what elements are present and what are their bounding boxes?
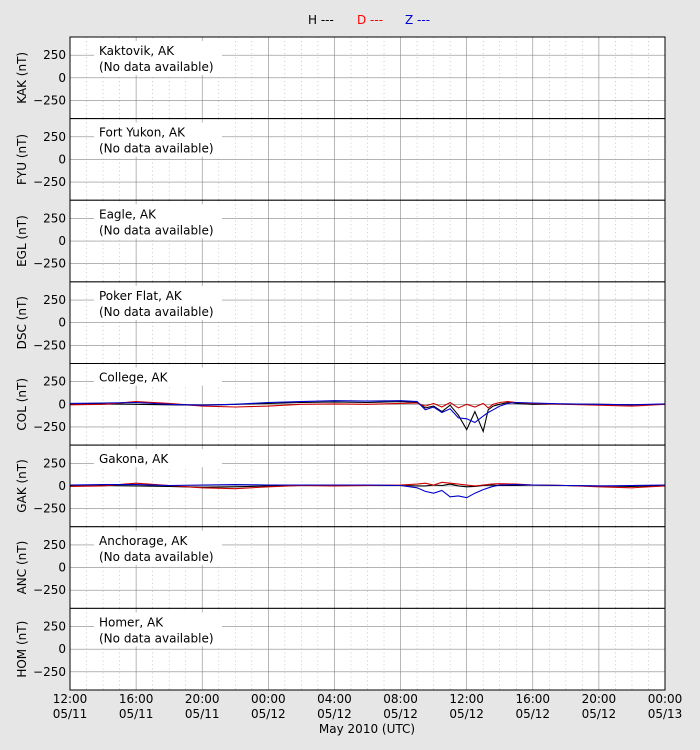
station-panels: 250 0 −250 KAK (nT) Kaktovik, AK (No data ava… (15, 36, 666, 691)
y-tick-label: −250 (33, 257, 66, 271)
y-tick-label: 0 (58, 479, 66, 493)
x-tick-date: 05/12 (515, 707, 550, 721)
panel-hom: 250 0 −250 HOM (nT) Homer, AK (No data availa… (15, 607, 666, 691)
x-tick-date: 05/12 (317, 707, 352, 721)
annotation-box (94, 41, 222, 75)
panel-egl: 250 0 −250 EGL (nT) Eagle, AK (No data availa… (15, 199, 666, 283)
panel-frame (69, 607, 666, 691)
panel-dsc: 250 0 −250 DSC (nT) Poker Flat, AK (No data a… (15, 281, 666, 364)
station-name: College, AK (99, 371, 169, 385)
no-data-note: (No data available) (99, 142, 214, 156)
y-tick-label: 0 (58, 397, 66, 411)
panel-gak: 250 0 −250 GAK (nT) Gakona, AK (15, 444, 666, 528)
y-tick-label: 250 (43, 211, 66, 225)
y-tick-label: 250 (43, 538, 66, 552)
station-name: Eagle, AK (99, 207, 157, 221)
y-tick-label: −250 (33, 420, 66, 434)
no-data-note: (No data available) (99, 60, 214, 74)
y-tick-label: 250 (43, 620, 66, 634)
no-data-note: (No data available) (99, 305, 214, 319)
x-tick-time: 08:00 (383, 692, 418, 706)
series-line-z (69, 484, 666, 499)
no-data-note: (No data available) (99, 550, 214, 564)
x-tick-time: 12:00 (53, 692, 88, 706)
legend-d: D --- (357, 13, 383, 27)
station-name: Fort Yukon, AK (99, 126, 186, 140)
station-name: Homer, AK (99, 615, 164, 629)
panel-fyu: 250 0 −250 FYU (nT) Fort Yukon, AK (No data a… (15, 118, 666, 201)
x-tick-date: 05/12 (582, 707, 617, 721)
y-tick-label: 250 (43, 375, 66, 389)
y-tick-label: −250 (33, 665, 66, 679)
annotation-box (94, 285, 222, 320)
x-tick-date: 05/11 (185, 707, 220, 721)
y-tick-label: −250 (33, 583, 66, 597)
x-tick-date: 05/12 (449, 707, 484, 721)
station-name: Poker Flat, AK (99, 289, 183, 303)
y-axis-label: DSC (nT) (15, 296, 29, 349)
panel-kak: 250 0 −250 KAK (nT) Kaktovik, AK (No data ava… (15, 36, 666, 120)
x-axis-label: May 2010 (UTC) (319, 722, 415, 736)
y-axis-label: EGL (nT) (15, 215, 29, 267)
y-tick-label: 0 (58, 316, 66, 330)
x-tick-time: 20:00 (185, 692, 220, 706)
x-axis-ticks: 12:0005/1116:0005/1120:0005/1100:0005/12… (53, 692, 683, 721)
y-tick-label: 250 (43, 456, 66, 470)
x-tick-time: 00:00 (648, 692, 683, 706)
y-tick-label: −250 (33, 93, 66, 107)
y-tick-label: 250 (43, 130, 66, 144)
y-tick-label: −250 (33, 175, 66, 189)
y-axis-label: GAK (nT) (15, 459, 29, 513)
x-tick-date: 05/12 (251, 707, 286, 721)
annotation-box (94, 367, 222, 386)
x-tick-time: 16:00 (119, 692, 154, 706)
y-tick-label: 0 (58, 561, 66, 575)
y-axis-label: KAK (nT) (15, 52, 29, 104)
no-data-note: (No data available) (99, 223, 214, 237)
y-axis-label: COL (nT) (15, 378, 29, 431)
x-tick-time: 00:00 (251, 692, 286, 706)
y-axis-label: ANC (nT) (15, 541, 29, 595)
series-line-z (69, 400, 666, 424)
legend-z: Z --- (405, 13, 430, 27)
station-name: Kaktovik, AK (99, 44, 175, 58)
y-tick-label: 0 (58, 234, 66, 248)
annotation-box (94, 204, 222, 239)
y-tick-label: 0 (58, 642, 66, 656)
no-data-note: (No data available) (99, 631, 214, 645)
annotation-box (94, 449, 222, 468)
legend-h: H --- (308, 13, 334, 27)
y-tick-label: 0 (58, 152, 66, 166)
panel-col: 250 0 −250 COL (nT) College, AK (15, 363, 666, 446)
x-tick-date: 05/13 (648, 707, 683, 721)
x-tick-time: 20:00 (582, 692, 617, 706)
x-tick-time: 04:00 (317, 692, 352, 706)
y-tick-label: −250 (33, 502, 66, 516)
annotation-box (94, 122, 222, 157)
y-tick-label: 250 (43, 48, 66, 62)
chart-legend: H --- D --- Z --- (308, 13, 430, 27)
x-tick-date: 05/11 (53, 707, 88, 721)
y-tick-label: −250 (33, 338, 66, 352)
station-name: Gakona, AK (99, 452, 169, 466)
x-tick-date: 05/12 (383, 707, 418, 721)
y-tick-label: 0 (58, 71, 66, 85)
annotation-box (94, 530, 222, 565)
y-axis-label: HOM (nT) (15, 621, 29, 678)
x-tick-time: 16:00 (515, 692, 550, 706)
x-tick-date: 05/11 (119, 707, 154, 721)
y-tick-label: 250 (43, 293, 66, 307)
panel-anc: 250 0 −250 ANC (nT) Anchorage, AK (No data av… (15, 526, 666, 609)
y-axis-label: FYU (nT) (15, 134, 29, 185)
x-tick-time: 12:00 (449, 692, 484, 706)
station-name: Anchorage, AK (99, 534, 188, 548)
annotation-box (94, 612, 222, 647)
